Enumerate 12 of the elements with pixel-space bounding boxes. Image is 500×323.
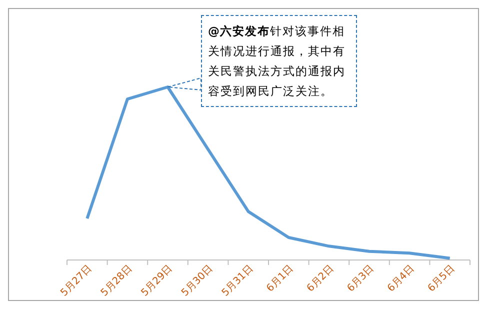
x-tick-label: 6月3日 — [345, 263, 376, 294]
x-tick-label: 6月2日 — [305, 263, 336, 294]
x-tick-label: 5月27日 — [58, 263, 94, 299]
x-tick-label: 5月30日 — [180, 263, 216, 299]
callout: @六安发布针对该事件相关情况进行通报，其中有关民警执法方式的通报内容受到网民广泛关注。 — [201, 15, 357, 107]
x-tick-label: 6月5日 — [426, 263, 457, 294]
annotation: @六安发布针对该事件相关情况进行通报，其中有关民警执法方式的通报内容受到网民广泛关注。 — [208, 24, 346, 98]
x-tick-label: 5月28日 — [99, 263, 135, 299]
x-tick-label: 6月1日 — [264, 263, 296, 294]
x-tick-label: 5月29日 — [139, 263, 175, 299]
x-tick-label: 5月31日 — [220, 263, 256, 299]
x-tick-label: 6月4日 — [386, 263, 417, 294]
